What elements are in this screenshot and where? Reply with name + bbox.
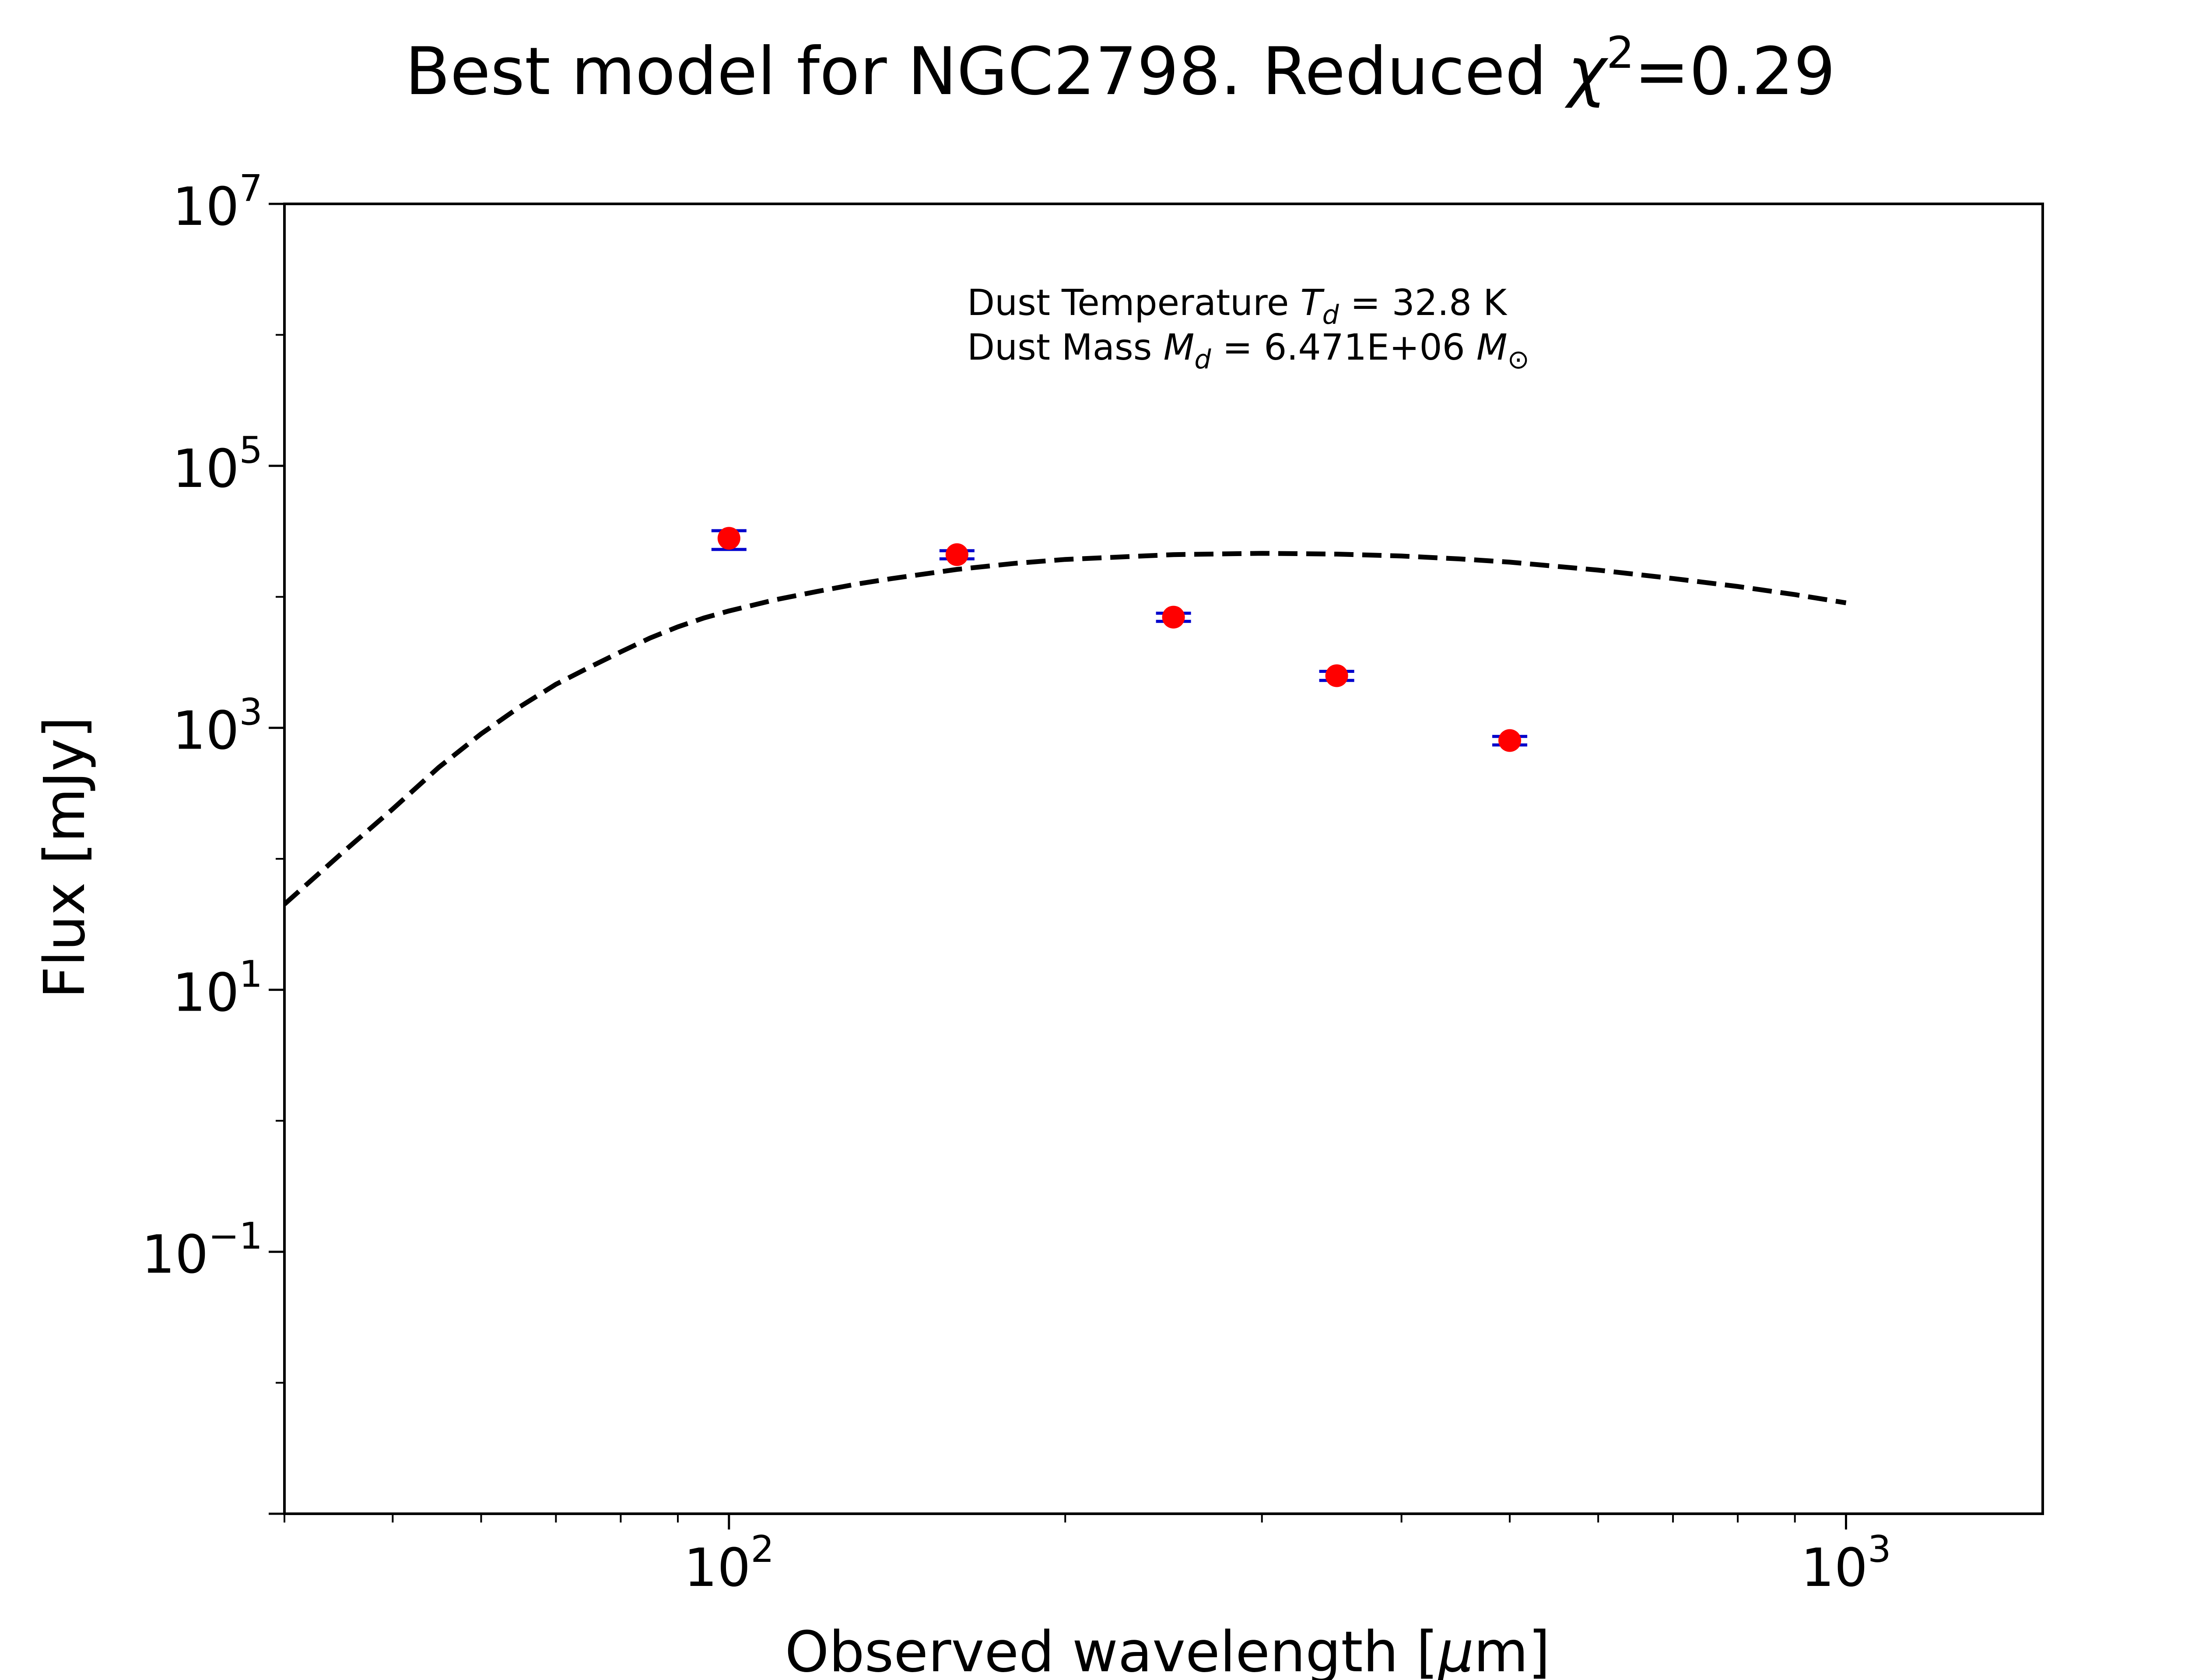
x-tick-base: 10 xyxy=(1801,1538,1868,1599)
y-tick-base: 10 xyxy=(141,1225,208,1285)
data-marker xyxy=(717,527,740,550)
y-tick-base: 10 xyxy=(172,177,239,238)
data-marker xyxy=(1498,729,1522,752)
chart-title: Best model for NGC2798. Reduced χ2=0.29 xyxy=(405,27,1836,110)
data-point-100 xyxy=(711,527,747,551)
x-tick-exponent: 3 xyxy=(1868,1528,1891,1571)
x-tick-base: 10 xyxy=(684,1538,751,1599)
annotation-line1-suffix: = 32.8 K xyxy=(1339,282,1508,324)
annotation-line2-mid: = 6.471E+06 xyxy=(1211,327,1476,368)
annotation-mass-symbol: M xyxy=(1164,327,1195,368)
y-tick-base: 10 xyxy=(172,701,239,762)
x-axis-label-text: Observed wavelength [ xyxy=(785,1620,1438,1680)
data-point-160 xyxy=(939,543,975,566)
y-tick-exponent: 3 xyxy=(239,691,263,734)
data-marker xyxy=(1162,606,1185,629)
y-tick-label: 105 xyxy=(172,429,263,500)
y-tick-label: 107 xyxy=(172,167,263,238)
dust-temperature-annotation: Dust Temperature Td = 32.8 K xyxy=(967,282,1508,330)
annotation-line2-prefix: Dust Mass xyxy=(967,327,1164,368)
annotation-line1-prefix: Dust Temperature xyxy=(967,282,1301,324)
data-point-500 xyxy=(1492,729,1528,752)
y-tick-label: 101 xyxy=(172,952,263,1023)
y-tick-base: 10 xyxy=(172,439,239,500)
chart-title-prefix: Best model for NGC2798. Reduced xyxy=(405,34,1568,110)
data-point-250 xyxy=(1156,606,1191,629)
x-axis-label-mu: μ xyxy=(1437,1620,1473,1680)
model-sed-curve xyxy=(284,551,1847,906)
y-tick-exponent: −1 xyxy=(208,1214,263,1257)
annotation-temp-symbol: T xyxy=(1301,282,1325,324)
annotation-solar-mass-symbol: M xyxy=(1476,327,1508,368)
y-tick-label: 103 xyxy=(172,691,263,762)
annotation-temp-subscript: d xyxy=(1322,300,1339,330)
x-axis-label: Observed wavelength [μm] xyxy=(785,1620,1550,1680)
y-axis-label: Flux [mJy] xyxy=(32,717,98,999)
x-tick-label: 102 xyxy=(684,1528,774,1599)
annotation-solar-subscript: ⊙ xyxy=(1508,344,1529,375)
data-marker xyxy=(1325,664,1348,687)
chart-title-suffix: =0.29 xyxy=(1634,34,1836,110)
y-tick-base: 10 xyxy=(172,962,239,1023)
annotation-mass-subscript: d xyxy=(1194,344,1211,375)
y-tick-exponent: 7 xyxy=(239,167,263,210)
chart-title-chi: χ xyxy=(1564,34,1609,110)
data-point-350 xyxy=(1319,664,1354,687)
chart-title-chi-sup: 2 xyxy=(1606,27,1634,78)
y-tick-exponent: 1 xyxy=(239,952,263,995)
x-axis-label-unit: m] xyxy=(1474,1620,1550,1680)
dust-mass-annotation: Dust Mass Md = 6.471E+06 M⊙ xyxy=(967,327,1529,375)
y-tick-label: 10−1 xyxy=(141,1214,263,1285)
x-tick-label: 103 xyxy=(1801,1528,1891,1599)
x-tick-exponent: 2 xyxy=(750,1528,774,1571)
y-tick-exponent: 5 xyxy=(239,429,263,472)
data-marker xyxy=(945,543,968,566)
